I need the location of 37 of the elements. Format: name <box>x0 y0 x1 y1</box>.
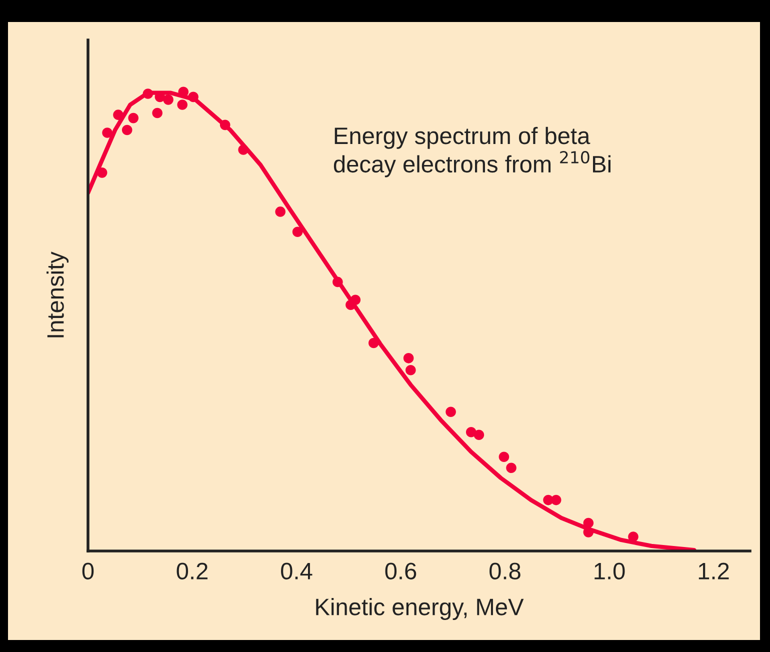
point <box>583 518 594 528</box>
point <box>128 112 138 124</box>
point <box>506 462 516 474</box>
point <box>188 92 198 102</box>
x-tick-label: 0.4 <box>281 562 312 580</box>
point <box>550 494 562 506</box>
point <box>406 364 416 376</box>
point <box>113 110 124 120</box>
x-tick-label: 0.2 <box>176 562 208 580</box>
point <box>142 88 154 99</box>
x-tick-label: 1.0 <box>594 562 625 580</box>
point <box>163 94 174 105</box>
point <box>96 168 108 178</box>
x-tick-label: 0 <box>82 562 94 580</box>
point <box>628 532 638 542</box>
annotation: Energy spectrum of beta decay electrons from $^{210}$Bi <box>334 126 610 178</box>
y-axis-title: Intensity <box>46 252 69 338</box>
point <box>332 276 343 288</box>
point <box>102 128 112 138</box>
point <box>583 527 594 538</box>
point <box>403 353 414 364</box>
point <box>152 108 162 118</box>
point <box>446 406 456 418</box>
point <box>122 124 132 136</box>
point <box>350 294 361 306</box>
point <box>292 226 303 238</box>
point <box>220 120 230 130</box>
x-tick-label: 0.8 <box>490 562 520 580</box>
point <box>238 144 248 155</box>
point <box>275 206 286 217</box>
x-tick-label: 0.6 <box>385 562 416 580</box>
point <box>474 430 484 440</box>
point <box>498 452 510 462</box>
x-axis-title: Kinetic energy, MeV <box>316 598 524 620</box>
point <box>368 338 379 348</box>
point <box>177 100 188 110</box>
x-tick-label: 1.2 <box>698 562 729 580</box>
